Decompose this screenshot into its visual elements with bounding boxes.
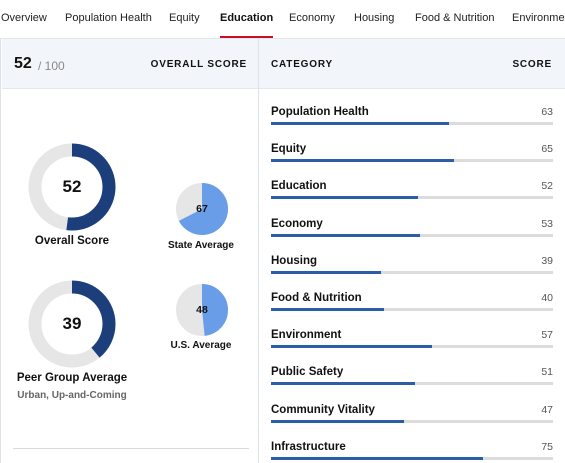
- peer-group-descriptor: Urban, Up-and-Coming: [17, 390, 127, 401]
- tab-education[interactable]: Education: [220, 0, 274, 38]
- category-row: Housing 39: [271, 255, 553, 292]
- category-row: Equity 65: [271, 143, 553, 180]
- category-row: Infrastructure 75: [271, 441, 553, 463]
- category-row: Food & Nutrition 40: [271, 292, 553, 329]
- overall-score-panel: 52 / 100 OVERALL SCORE 52 Overall Score …: [0, 39, 259, 463]
- tab-housing[interactable]: Housing: [354, 12, 395, 24]
- category-row: Education 52: [271, 180, 553, 217]
- category-row: Population Health 63: [271, 106, 553, 143]
- overall-gauge-value: 52: [62, 177, 82, 196]
- us-gauge-label: U.S. Average: [170, 340, 232, 351]
- category-name: Housing: [271, 254, 317, 267]
- category-score: 47: [541, 403, 553, 416]
- score-bar-track: [271, 456, 553, 460]
- tab-food-nutrition[interactable]: Food & Nutrition: [415, 12, 495, 24]
- category-score: 52: [541, 180, 553, 193]
- us-average-gauge: 48: [176, 284, 228, 336]
- score-bar-track: [271, 345, 553, 349]
- category-scores-panel: CATEGORY SCORE Population Health 63 Equity…: [259, 39, 565, 463]
- us-gauge-value: 48: [196, 304, 208, 316]
- peer-gauge-value: 39: [62, 314, 82, 333]
- category-name: Community Vitality: [271, 403, 375, 416]
- score-bar-fill: [271, 345, 432, 349]
- score-bar-fill: [271, 270, 381, 274]
- score-bar-track: [271, 196, 553, 200]
- tab-environmen[interactable]: Environmen: [512, 12, 565, 24]
- score-bar-track: [271, 159, 553, 163]
- score-bar-fill: [271, 196, 418, 200]
- category-name: Environment: [271, 329, 342, 342]
- category-name: Education: [271, 180, 327, 193]
- score-bar-track: [271, 270, 553, 274]
- category-score: 39: [541, 254, 553, 267]
- panel-divider: [258, 39, 259, 463]
- score-bar-track: [271, 419, 553, 423]
- category-name: Population Health: [271, 106, 369, 118]
- tab-overview[interactable]: Overview: [1, 12, 47, 24]
- category-score: 63: [541, 106, 553, 118]
- state-average-gauge: 67: [176, 183, 228, 235]
- tab-population-health[interactable]: Population Health: [65, 12, 152, 24]
- score-bar-track: [271, 382, 553, 386]
- overall-score-max: / 100: [38, 59, 65, 73]
- category-name: Food & Nutrition: [271, 292, 362, 304]
- category-table-header: CATEGORY SCORE: [259, 39, 565, 89]
- category-row: Environment 57: [271, 329, 553, 366]
- score-bar-fill: [271, 233, 421, 237]
- category-name: Public Safety: [271, 366, 344, 379]
- category-row: Community Vitality 47: [271, 404, 553, 441]
- tab-equity[interactable]: Equity: [169, 12, 200, 24]
- state-gauge-label: State Average: [168, 240, 234, 251]
- category-score: 75: [541, 440, 553, 453]
- score-column-header: SCORE: [512, 59, 552, 70]
- category-name: Economy: [271, 217, 323, 230]
- category-row: Economy 53: [271, 218, 553, 255]
- category-score: 53: [541, 217, 553, 230]
- score-bar-fill: [271, 382, 415, 386]
- category-row: Public Safety 51: [271, 366, 553, 403]
- peer-gauge-label: Peer Group Average: [16, 372, 128, 384]
- overall-score-gauge: 52: [28, 143, 116, 231]
- category-name: Infrastructure: [271, 440, 346, 453]
- tab-economy[interactable]: Economy: [289, 12, 335, 24]
- score-bar-fill: [271, 308, 384, 311]
- overall-score-header: 52 / 100 OVERALL SCORE: [2, 39, 259, 89]
- score-bar-track: [271, 308, 553, 311]
- state-gauge-value: 67: [196, 203, 208, 215]
- score-bar-fill: [271, 419, 404, 423]
- overall-score-heading: OVERALL SCORE: [150, 59, 247, 70]
- peer-group-gauge: 39: [28, 280, 116, 368]
- overall-score-value: 52: [14, 55, 32, 72]
- category-score: 40: [541, 292, 553, 304]
- category-score: 65: [541, 143, 553, 156]
- category-score: 57: [541, 329, 553, 342]
- score-bar-fill: [271, 159, 455, 163]
- category-tab-bar: Overview Population Health Equity Education…: [0, 0, 565, 39]
- score-bar-track: [271, 233, 553, 237]
- score-bar-fill: [271, 456, 483, 460]
- category-column-header: CATEGORY: [271, 59, 333, 70]
- score-bar-track: [271, 122, 553, 125]
- category-name: Equity: [271, 143, 307, 156]
- score-bar-fill: [271, 122, 449, 125]
- overall-gauge-label: Overall Score: [34, 235, 110, 247]
- category-score: 51: [541, 366, 553, 379]
- section-divider: [13, 448, 249, 449]
